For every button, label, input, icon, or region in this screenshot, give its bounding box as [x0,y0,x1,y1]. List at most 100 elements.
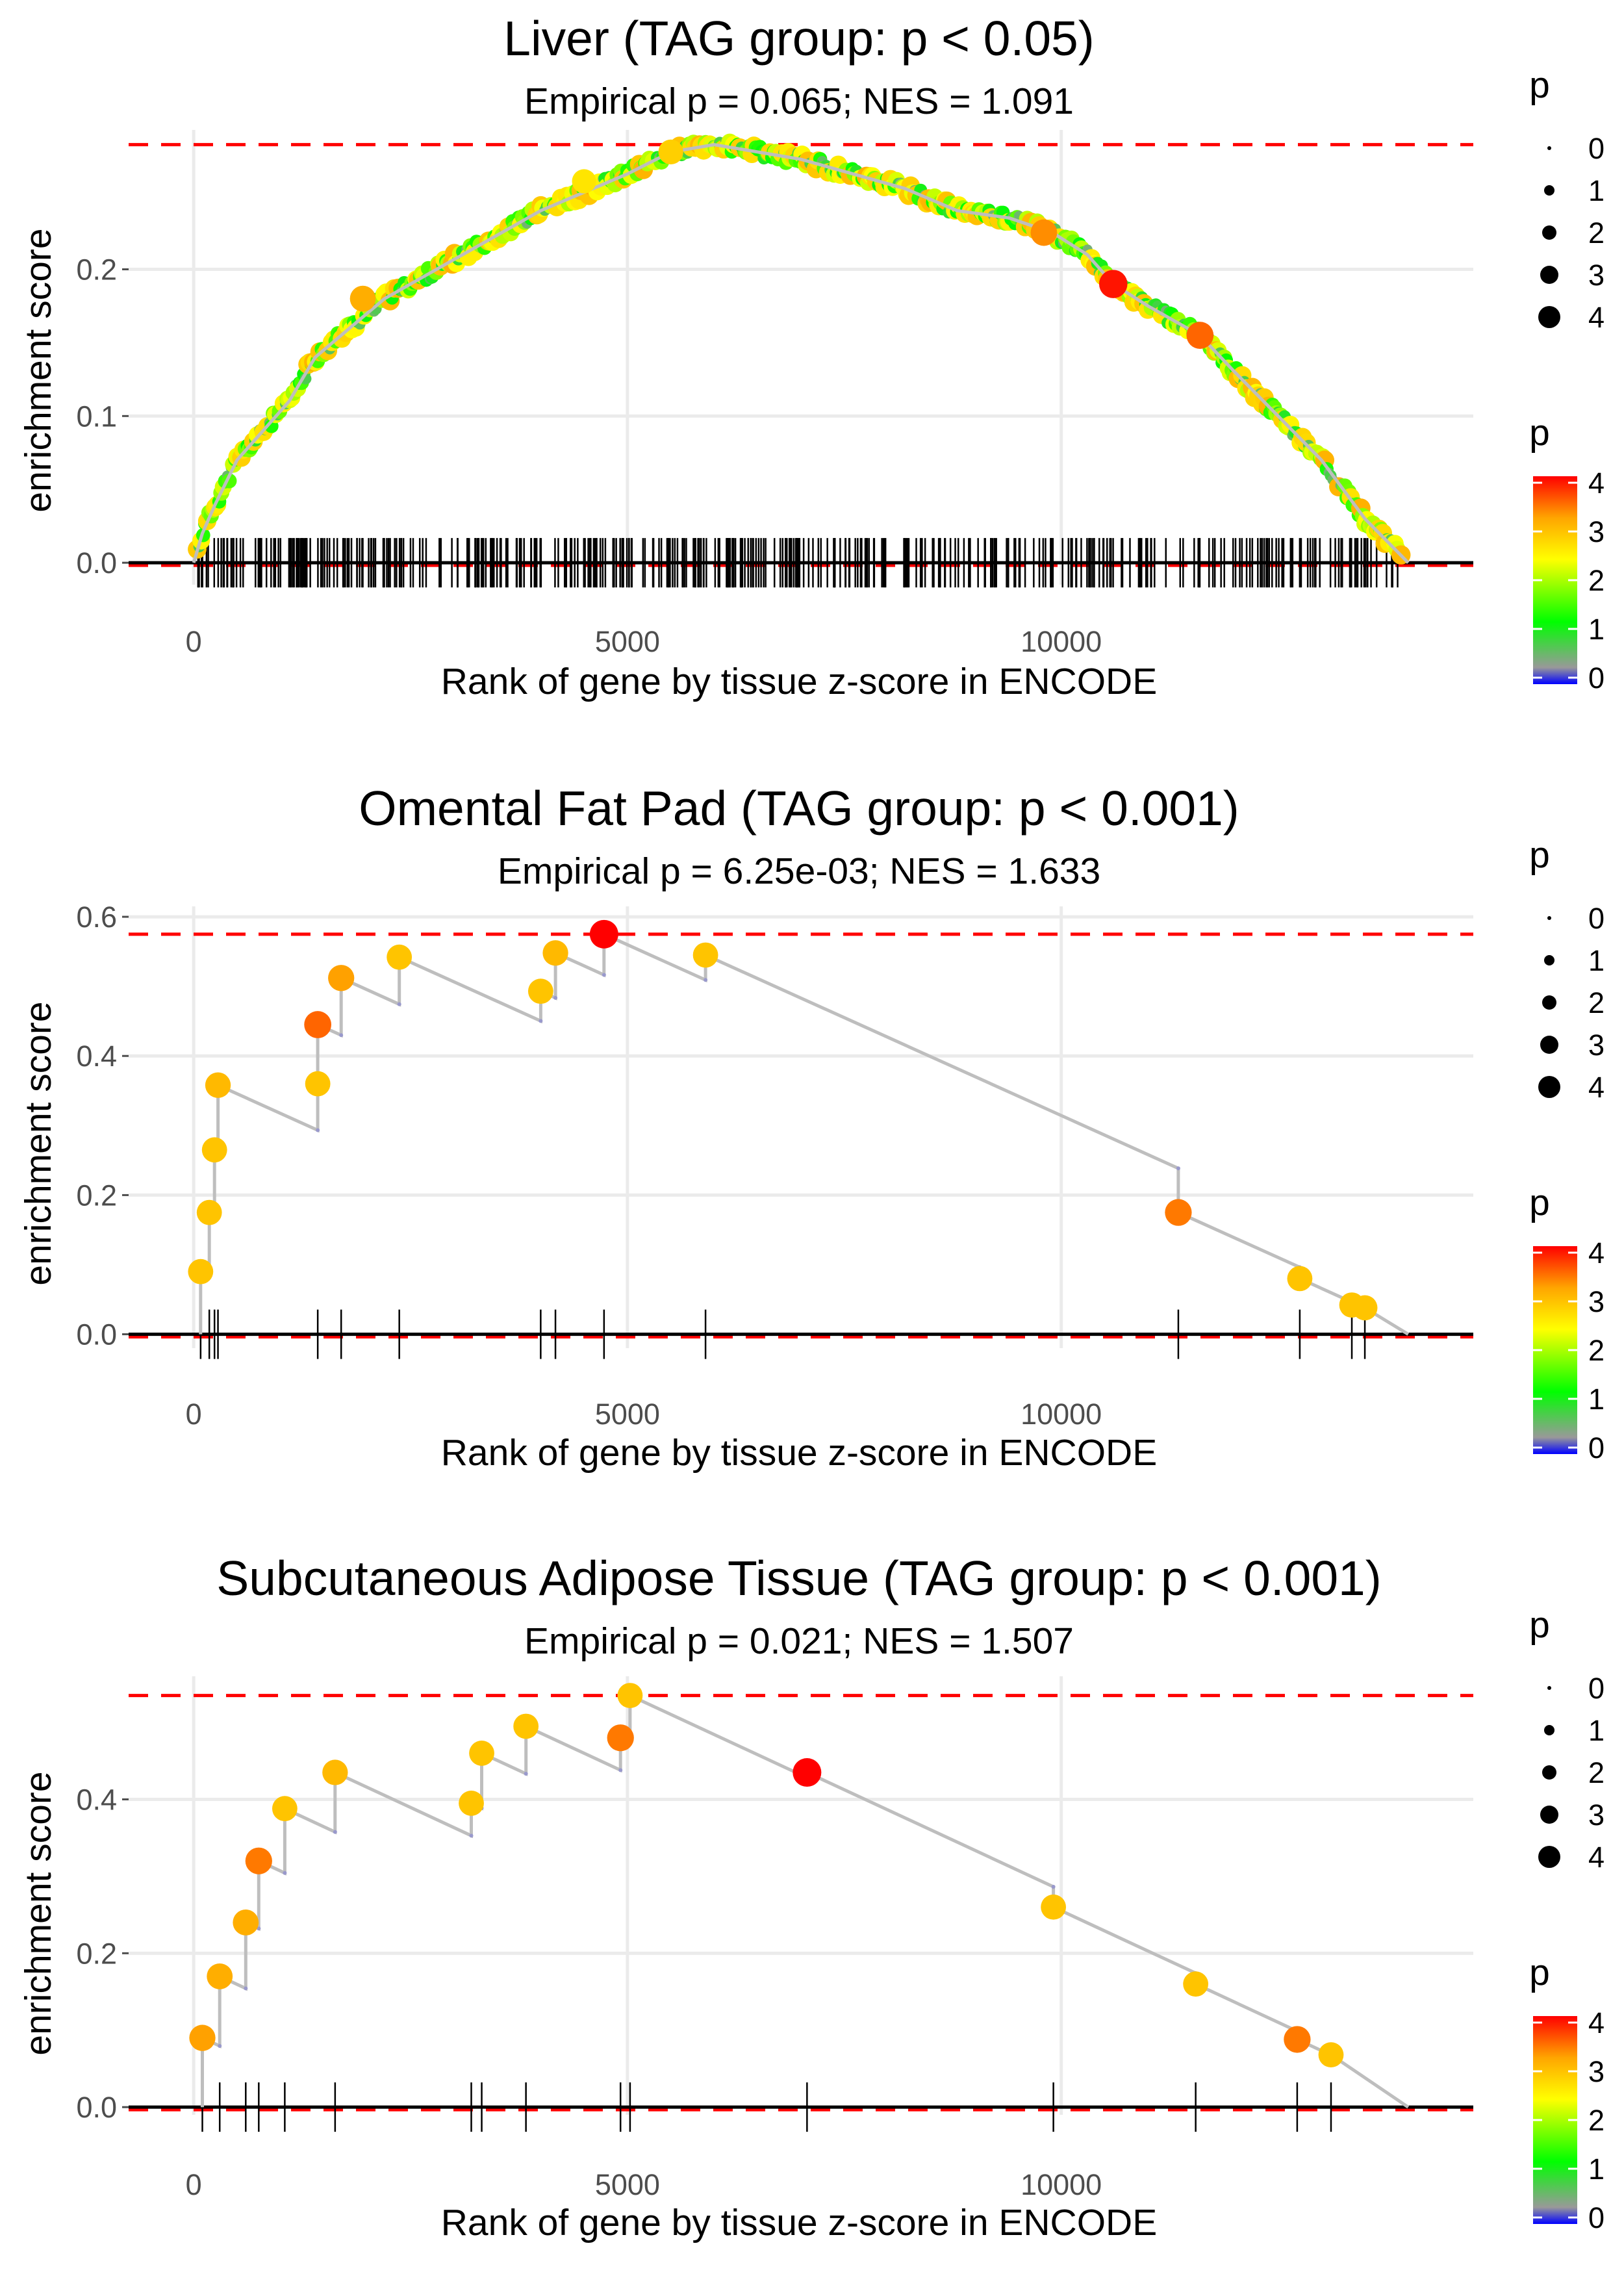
size-legend-key [1538,1846,1560,1868]
es-hit-point [189,2025,216,2051]
x-axis-label: Rank of gene by tissue z-score in ENCODE [441,661,1157,702]
size-legend-label: 4 [1588,1841,1605,1874]
plot-area: 0.0 0.2 0.4 0.6 0 5000 10000 [76,901,1473,1431]
size-legend-label: 2 [1588,216,1605,249]
es-hit-point [1318,2042,1344,2068]
es-hit-point [1165,1199,1192,1226]
y-axis-label: enrichment score [18,1001,59,1285]
es-hit-point [196,1199,222,1225]
color-legend-label: 0 [1588,1431,1605,1464]
es-hit-point [617,1683,643,1709]
es-hit-point [459,1790,484,1816]
es-hit-point [328,965,355,991]
es-point-highlight [658,139,683,165]
color-legend-label: 2 [1588,564,1605,597]
x-tick-label: 0 [186,1398,202,1431]
es-hit-point [207,1963,233,1989]
panel-subtitle: Empirical p = 0.065; NES = 1.091 [524,81,1074,122]
size-legend-key [1538,306,1560,328]
es-trough-point [257,1926,261,1931]
size-legend-key [1544,955,1554,965]
size-legend-label: 4 [1588,1071,1605,1104]
panel-title: Omental Fat Pad (TAG group: p < 0.001) [359,781,1239,836]
panel-liver: Liver (TAG group: p < 0.05) Empirical p … [18,11,1473,702]
color-legend-title: p [1529,1952,1550,1993]
color-legend-label: 3 [1588,1285,1605,1318]
size-legend-key [1547,146,1551,150]
es-hit-point [188,1258,214,1284]
size-legend-key [1542,995,1556,1010]
es-trough-point [218,2043,222,2048]
es-trough-point [618,1768,623,1772]
size-legend-label: 1 [1588,944,1605,977]
es-points [188,133,1411,565]
size-legend-label: 2 [1588,1756,1605,1789]
es-trough-point [244,1986,248,1991]
size-legend-key [1538,1076,1560,1098]
size-legend-key [1542,1765,1556,1780]
es-trough-point [397,1002,401,1006]
x-tick-label: 10000 [1021,1398,1102,1431]
color-legend-label: 0 [1588,2201,1605,2234]
color-legend-title: p [1529,1182,1550,1223]
color-legend-label: 1 [1588,613,1605,646]
color-legend-label: 3 [1588,515,1605,548]
y-tick-label: 0.0 [76,2091,117,2124]
y-axis-label: enrichment score [18,228,59,512]
plot-area: 0.0 0.2 0.4 0 5000 10000 [76,1676,1473,2201]
size-legend-title: p [1529,834,1550,876]
es-hit-point [201,1137,227,1163]
panel-title: Subcutaneous Adipose Tissue (TAG group: … [216,1551,1381,1605]
es-trough-point [283,1871,287,1875]
color-legend-label: 2 [1588,1334,1605,1367]
es-hit-point [233,1910,259,1935]
x-tick-label: 0 [186,625,202,658]
es-hit-point [469,1741,494,1766]
y-tick-label: 0.2 [76,1937,117,1970]
es-hit-point [589,919,618,949]
color-legend-label: 0 [1588,661,1605,695]
y-tick-label: 0.0 [76,546,117,580]
es-curve [201,1693,1410,2109]
es-hit-point [1287,1266,1313,1292]
size-legend-label: 3 [1588,1798,1605,1832]
legend-group: p 0 1 2 3 4 p 4 3 2 1 0 [1529,834,1605,1464]
size-legend-label: 1 [1588,174,1605,207]
color-legend-label: 4 [1588,1236,1605,1270]
legend-group: p 0 1 2 3 4 p 4 3 2 1 0 [1529,64,1605,695]
es-curve [199,931,1410,1336]
es-trough-point [524,1772,528,1776]
es-trough-point [316,1128,320,1132]
color-legend-label: 1 [1588,1383,1605,1416]
es-hit-point [1284,2026,1311,2053]
es-trough-point [704,978,708,982]
size-legend-label: 2 [1588,986,1605,1019]
es-point-highlight [1186,322,1214,349]
es-hit-point [1183,1971,1209,1997]
es-hit-point [1352,1295,1378,1321]
size-legend-key [1547,1686,1551,1690]
legends: p 0 1 2 3 4 p 4 3 2 1 0 p 0 1 2 3 4 p 4 3 2 1 0 p 0 1 2 3 4 p 4 3 2 1 0 [1529,64,1605,2234]
size-legend-label: 0 [1588,132,1605,165]
es-trough-point [539,1019,543,1023]
x-tick-label: 5000 [595,625,660,658]
es-point-highlight [1030,219,1058,246]
es-trough-point [333,1830,337,1834]
rug-marks [201,2082,1332,2132]
size-legend-key [1542,225,1556,240]
es-hit-point [513,1713,539,1739]
color-legend-label: 4 [1588,466,1605,500]
es-hit-point [322,1759,348,1785]
size-legend-title: p [1529,1604,1550,1646]
y-tick-label: 0.0 [76,1318,117,1351]
x-axis-label: Rank of gene by tissue z-score in ENCODE [441,1432,1157,1474]
color-legend-label: 1 [1588,2153,1605,2186]
size-legend-key [1540,266,1558,284]
panel-subcutaneous-adipose: Subcutaneous Adipose Tissue (TAG group: … [18,1551,1473,2243]
x-axis-label: Rank of gene by tissue z-score in ENCODE [441,2202,1157,2243]
size-legend-title: p [1529,64,1550,106]
color-legend-label: 3 [1588,2055,1605,2088]
es-hit-point [607,1724,634,1752]
color-legend-label: 4 [1588,2006,1605,2039]
